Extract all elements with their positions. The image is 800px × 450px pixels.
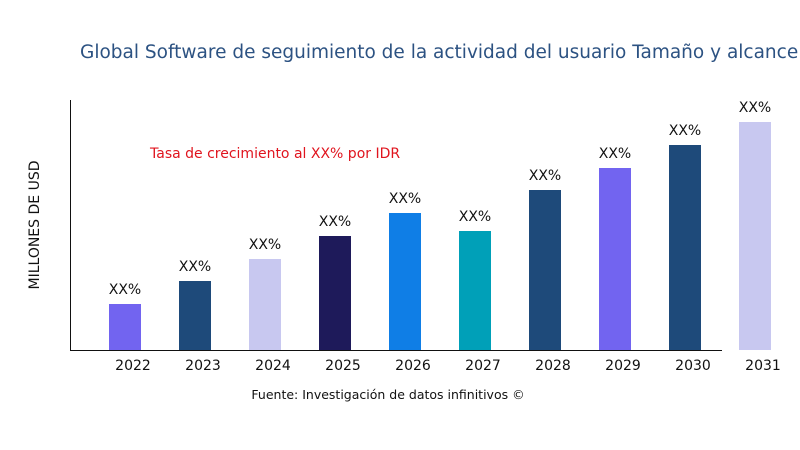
bar-2030 <box>669 145 701 350</box>
bar-2026 <box>389 213 421 350</box>
data-label-2027: XX% <box>459 209 491 225</box>
x-tick-2022: 2022 <box>115 358 151 374</box>
chart-title: Global Software de seguimiento de la act… <box>80 42 800 63</box>
data-label-2031: XX% <box>739 100 771 116</box>
growth-annotation: Tasa de crecimiento al XX% por IDR <box>150 146 401 162</box>
x-tick-2024: 2024 <box>255 358 291 374</box>
x-tick-2031: 2031 <box>745 358 781 374</box>
data-label-2024: XX% <box>249 237 281 253</box>
bar-2027 <box>459 231 491 350</box>
data-label-2023: XX% <box>179 259 211 275</box>
x-tick-2025: 2025 <box>325 358 361 374</box>
data-label-2026: XX% <box>389 191 421 207</box>
bar-2022 <box>109 304 141 350</box>
x-tick-2023: 2023 <box>185 358 221 374</box>
bar-2028 <box>529 190 561 350</box>
x-tick-2030: 2030 <box>675 358 711 374</box>
x-tick-2028: 2028 <box>535 358 571 374</box>
bar-2024 <box>249 259 281 350</box>
bar-2029 <box>599 168 631 350</box>
source-note: Fuente: Investigación de datos infinitiv… <box>251 387 525 402</box>
data-label-2028: XX% <box>529 168 561 184</box>
x-tick-2029: 2029 <box>605 358 641 374</box>
data-label-2022: XX% <box>109 282 141 298</box>
bar-2025 <box>319 236 351 350</box>
data-label-2030: XX% <box>669 123 701 139</box>
data-label-2025: XX% <box>319 214 351 230</box>
x-tick-2026: 2026 <box>395 358 431 374</box>
bar-2023 <box>179 281 211 350</box>
x-tick-2027: 2027 <box>465 358 501 374</box>
data-label-2029: XX% <box>599 146 631 162</box>
bar-2031 <box>739 122 771 350</box>
